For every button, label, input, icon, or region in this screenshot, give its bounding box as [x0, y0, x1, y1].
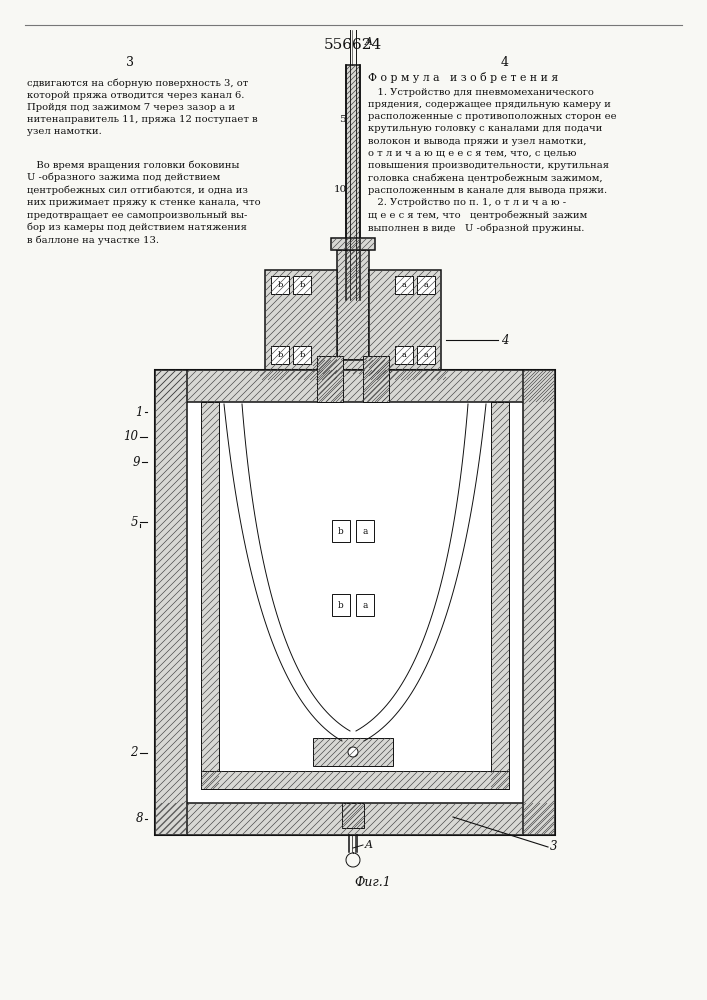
Bar [155, 370, 555, 835]
Bar [265, 270, 337, 370]
Bar [363, 356, 389, 402]
Text: 4: 4 [501, 334, 508, 347]
Text: b: b [338, 601, 344, 610]
Bar [201, 771, 509, 789]
Text: a: a [423, 351, 428, 359]
Text: b: b [299, 281, 305, 289]
Bar [293, 276, 311, 294]
Text: 5: 5 [131, 516, 138, 528]
Bar [313, 738, 393, 766]
Text: a: a [362, 527, 368, 536]
Text: 10: 10 [334, 186, 346, 194]
Text: A: A [365, 37, 373, 47]
Bar [155, 370, 187, 835]
Bar [155, 803, 555, 835]
Bar [332, 594, 350, 616]
Bar [342, 803, 364, 828]
Bar [491, 402, 509, 789]
Bar [346, 65, 360, 300]
Text: a: a [402, 351, 407, 359]
Bar [313, 738, 393, 766]
Text: a: a [362, 601, 368, 610]
Bar [395, 346, 413, 364]
Bar [369, 370, 446, 380]
Bar [342, 803, 364, 828]
Bar [317, 356, 343, 402]
Circle shape [348, 747, 358, 757]
Text: b: b [277, 351, 283, 359]
Text: 556624: 556624 [324, 38, 382, 52]
Bar [369, 370, 446, 380]
Text: 10: 10 [123, 430, 138, 444]
Bar [369, 270, 441, 370]
Bar [265, 270, 337, 370]
Text: a: a [423, 281, 428, 289]
Bar [201, 402, 219, 789]
Text: 2: 2 [131, 746, 138, 760]
Bar [313, 360, 393, 374]
Bar [201, 771, 509, 789]
Bar [155, 803, 555, 835]
Text: Фиг.1: Фиг.1 [355, 876, 392, 888]
Text: b: b [338, 527, 344, 536]
Bar [271, 276, 289, 294]
Text: Во время вращения головки боковины
U -образного зажима под действием
центробежны: Во время вращения головки боковины U -об… [27, 160, 261, 245]
Bar [271, 346, 289, 364]
Bar [417, 346, 435, 364]
Bar [331, 238, 375, 250]
Bar [346, 65, 360, 300]
Text: 9: 9 [132, 456, 140, 468]
Bar [369, 270, 441, 370]
Bar [523, 370, 555, 835]
Bar [201, 402, 219, 789]
Text: b: b [299, 351, 305, 359]
Bar [356, 520, 374, 542]
Text: 3: 3 [126, 55, 134, 68]
Bar [331, 238, 375, 250]
Bar [395, 276, 413, 294]
Text: Ф о р м у л а   и з о б р е т е н и я: Ф о р м у л а и з о б р е т е н и я [368, 72, 559, 83]
Text: 5: 5 [339, 115, 345, 124]
Text: 8: 8 [136, 812, 143, 826]
Bar [337, 250, 369, 360]
Bar [313, 360, 393, 374]
Bar [260, 370, 337, 380]
Text: 4: 4 [501, 55, 509, 68]
Bar [417, 276, 435, 294]
Text: 1: 1 [136, 406, 143, 418]
Text: 3: 3 [550, 840, 558, 854]
Text: A: A [365, 840, 373, 850]
Text: сдвигаются на сборную поверхность 3, от
которой пряжа отводится через канал 6.
П: сдвигаются на сборную поверхность 3, от … [27, 78, 257, 136]
Text: b: b [277, 281, 283, 289]
Bar [317, 356, 343, 402]
Bar [293, 346, 311, 364]
Text: 1. Устройство для пневмомеханического
прядения, содержащее прядильную камеру и
р: 1. Устройство для пневмомеханического пр… [368, 88, 617, 233]
Bar [363, 356, 389, 402]
Bar [155, 370, 555, 402]
Bar [337, 250, 369, 360]
Bar [332, 520, 350, 542]
Bar [491, 402, 509, 789]
Text: a: a [402, 281, 407, 289]
Bar [155, 370, 555, 402]
Bar [155, 370, 187, 835]
Bar [523, 370, 555, 835]
Bar [260, 370, 337, 380]
Bar [356, 594, 374, 616]
